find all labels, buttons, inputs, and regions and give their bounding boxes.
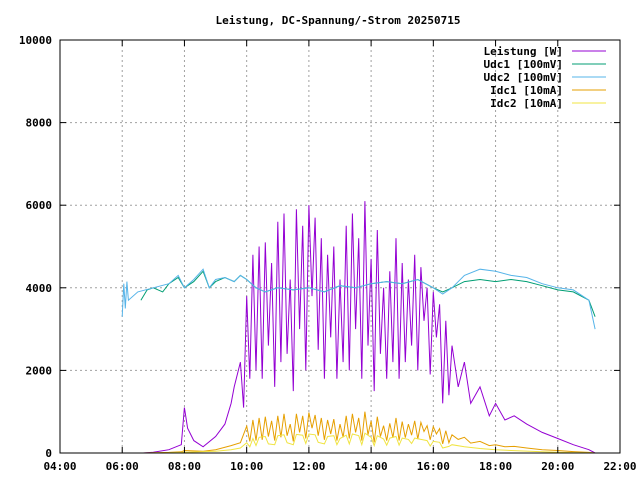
y-tick-label: 8000 (26, 117, 53, 130)
x-tick-label: 18:00 (479, 460, 512, 473)
y-tick-label: 2000 (26, 364, 53, 377)
chart-title: Leistung, DC-Spannung/-Strom 20250715 (215, 14, 460, 27)
legend-label: Udc1 [100mV] (484, 58, 563, 71)
legend-label: Udc2 [100mV] (484, 71, 563, 84)
y-tick-label: 6000 (26, 199, 53, 212)
grid (60, 40, 620, 453)
y-tick-label: 0 (45, 447, 52, 460)
legend-label: Idc2 [10mA] (490, 97, 563, 110)
x-tick-label: 16:00 (417, 460, 450, 473)
x-tick-label: 20:00 (541, 460, 574, 473)
x-tick-label: 08:00 (168, 460, 201, 473)
x-tick-label: 04:00 (43, 460, 76, 473)
series-lines (121, 201, 596, 454)
legend: Leistung [W]Udc1 [100mV]Udc2 [100mV]Idc1… (484, 45, 606, 110)
x-tick-label: 10:00 (230, 460, 263, 473)
x-tick-label: 14:00 (355, 460, 388, 473)
series-line-0 (143, 201, 596, 454)
x-tick-label: 06:00 (106, 460, 139, 473)
axis-ticks: 04:00 06:00 08:00 10:00 12:00 14:00 16:00 18:00… (19, 34, 637, 473)
y-tick-label: 10000 (19, 34, 52, 47)
x-tick-label: 22:00 (603, 460, 636, 473)
y-tick-label: 4000 (26, 282, 53, 295)
legend-label: Idc1 [10mA] (490, 84, 563, 97)
series-line-3 (143, 411, 596, 454)
legend-label: Leistung [W] (484, 45, 563, 58)
plot-frame (59, 39, 621, 454)
series-line-2 (121, 268, 596, 330)
series-line-4 (143, 432, 596, 454)
x-tick-label: 12:00 (292, 460, 325, 473)
